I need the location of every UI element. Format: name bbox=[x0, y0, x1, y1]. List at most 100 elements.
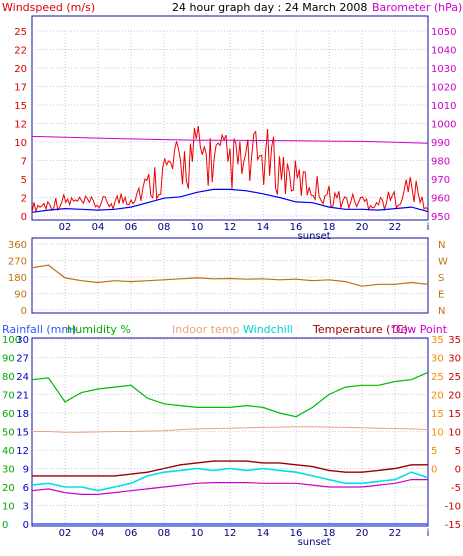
barometer-tick-label: 1030 bbox=[431, 64, 456, 75]
x-axis-tick-label: 02 bbox=[59, 528, 72, 539]
sunset-label: sunset bbox=[298, 537, 331, 548]
barometer-axis-title: Barometer (hPa) bbox=[372, 1, 462, 14]
windspeed-tick-label: 12 bbox=[14, 120, 27, 131]
windspeed-tick-label: 7 bbox=[21, 157, 27, 168]
indoor-temp-tick-label: 25 bbox=[431, 372, 444, 383]
temperature-tick-label: 30 bbox=[448, 354, 461, 365]
x-axis-tick-label: i bbox=[427, 528, 430, 539]
rainfall-tick-label: 9 bbox=[23, 465, 29, 476]
wind-panel-frame bbox=[31, 15, 429, 221]
barometer-tick-label: 950 bbox=[431, 212, 450, 223]
barometer-tick-label: 1010 bbox=[431, 101, 456, 112]
rainfall-tick-label: 3 bbox=[23, 502, 29, 513]
humidity-tick-label: 70 bbox=[2, 391, 15, 402]
humidity-tick-label: 40 bbox=[2, 446, 15, 457]
legend-indoor-temp: Indoor temp bbox=[172, 323, 239, 336]
humidity-tick-label: 80 bbox=[2, 372, 15, 383]
temperature-tick-label: 15 bbox=[448, 409, 461, 420]
indoor-temp-tick-label: 0 bbox=[431, 465, 437, 476]
windspeed-tick-label: 10 bbox=[14, 138, 27, 149]
humidity-series-line bbox=[31, 371, 429, 418]
barometer-tick-label: 1050 bbox=[431, 27, 456, 38]
x-axis-tick-label: 02 bbox=[59, 222, 72, 233]
indoor-temp-series-line bbox=[32, 426, 429, 433]
rainfall-tick-label: 0 bbox=[23, 520, 29, 531]
temperature-tick-label: 5 bbox=[455, 446, 461, 457]
legend-temperature: Temperature (°C) bbox=[312, 323, 408, 336]
x-axis-tick-label: 16 bbox=[290, 528, 303, 539]
x-axis-tick-label: 18 bbox=[323, 528, 336, 539]
x-axis-tick-label: 12 bbox=[224, 222, 237, 233]
windchill-series-line bbox=[31, 467, 429, 492]
windspeed-tick-label: 20 bbox=[14, 64, 27, 75]
temperature-tick-label: -15 bbox=[445, 520, 461, 531]
barometer-tick-label: 960 bbox=[431, 194, 450, 205]
x-axis-tick-label: 22 bbox=[389, 528, 402, 539]
rainfall-tick-label: 27 bbox=[16, 354, 29, 365]
x-axis-tick-label: 08 bbox=[158, 528, 171, 539]
rainfall-tick-label: 30 bbox=[16, 335, 29, 346]
direction-tick-label: 90 bbox=[14, 290, 27, 301]
x-axis-tick-label: 04 bbox=[92, 222, 105, 233]
temperature-series-line bbox=[32, 460, 428, 477]
barometer-tick-label: 980 bbox=[431, 157, 450, 168]
windspeed-tick-label: 25 bbox=[14, 27, 27, 38]
barometer-tick-label: 1040 bbox=[431, 46, 456, 57]
rainfall-tick-label: 18 bbox=[16, 409, 29, 420]
barometer-series-line bbox=[31, 135, 429, 144]
compass-tick-label: N bbox=[438, 240, 445, 251]
windspeed-tick-label: 22 bbox=[14, 46, 27, 57]
data-series bbox=[31, 126, 429, 525]
x-axis-tick-label: 04 bbox=[92, 528, 105, 539]
x-axis-tick-label: 10 bbox=[191, 528, 204, 539]
windspeed-tick-label: 0 bbox=[21, 212, 27, 223]
compass-tick-label: E bbox=[438, 290, 444, 301]
grid-lines bbox=[32, 30, 428, 525]
x-axis-tick-label: 08 bbox=[158, 222, 171, 233]
legend-rainfall: Rainfall (mm) bbox=[2, 323, 76, 336]
x-axis-tick-label: 06 bbox=[125, 528, 138, 539]
x-axis-tick-label: 14 bbox=[257, 222, 270, 233]
x-axis-tick-label: 06 bbox=[125, 222, 138, 233]
humidity-tick-label: 90 bbox=[2, 354, 15, 365]
compass-tick-label: W bbox=[438, 257, 448, 268]
indoor-temp-tick-label: 5 bbox=[431, 446, 437, 457]
windspeed-tick-label: 15 bbox=[14, 101, 27, 112]
indoor-temp-tick-label: 10 bbox=[431, 428, 444, 439]
barometer-tick-label: 1020 bbox=[431, 83, 456, 94]
x-axis-tick-label: i bbox=[427, 222, 430, 233]
humidity-tick-label: 50 bbox=[2, 428, 15, 439]
indoor-temp-tick-label: 30 bbox=[431, 354, 444, 365]
temperature-tick-label: 0 bbox=[455, 465, 461, 476]
barometer-tick-label: 970 bbox=[431, 175, 450, 186]
humidity-tick-label: 20 bbox=[2, 483, 15, 494]
dew-point-series-line bbox=[31, 479, 428, 495]
humidity-tick-label: 10 bbox=[2, 502, 15, 513]
temperature-tick-label: -10 bbox=[445, 502, 461, 513]
x-axis-tick-label: 20 bbox=[356, 528, 369, 539]
temperature-tick-label: 10 bbox=[448, 428, 461, 439]
legend-windchill: Windchill bbox=[243, 323, 293, 336]
rainfall-tick-label: 12 bbox=[16, 446, 29, 457]
temperature-tick-label: 25 bbox=[448, 372, 461, 383]
x-axis-tick-label: 12 bbox=[224, 528, 237, 539]
x-axis-tick-label: 14 bbox=[257, 528, 270, 539]
sunset-label: sunset bbox=[298, 231, 331, 242]
x-axis-tick-label: 20 bbox=[356, 222, 369, 233]
indoor-temp-tick-label: 15 bbox=[431, 409, 444, 420]
wind-direction-series-line bbox=[31, 264, 429, 287]
legend-humidity: Humidity % bbox=[67, 323, 131, 336]
temperature-tick-label: 20 bbox=[448, 391, 461, 402]
rainfall-tick-label: 21 bbox=[16, 391, 29, 402]
rainfall-tick-label: 6 bbox=[23, 483, 29, 494]
direction-tick-label: 180 bbox=[8, 273, 27, 284]
direction-tick-label: 270 bbox=[8, 257, 27, 268]
windspeed-tick-label: 5 bbox=[21, 175, 27, 186]
tick-labels: 0257101215172022259509609709809901000101… bbox=[2, 27, 461, 548]
compass-tick-label: N bbox=[438, 306, 445, 317]
direction-tick-label: 0 bbox=[21, 306, 27, 317]
humidity-tick-label: 100 bbox=[2, 335, 21, 346]
indoor-temp-tick-label: 20 bbox=[431, 391, 444, 402]
